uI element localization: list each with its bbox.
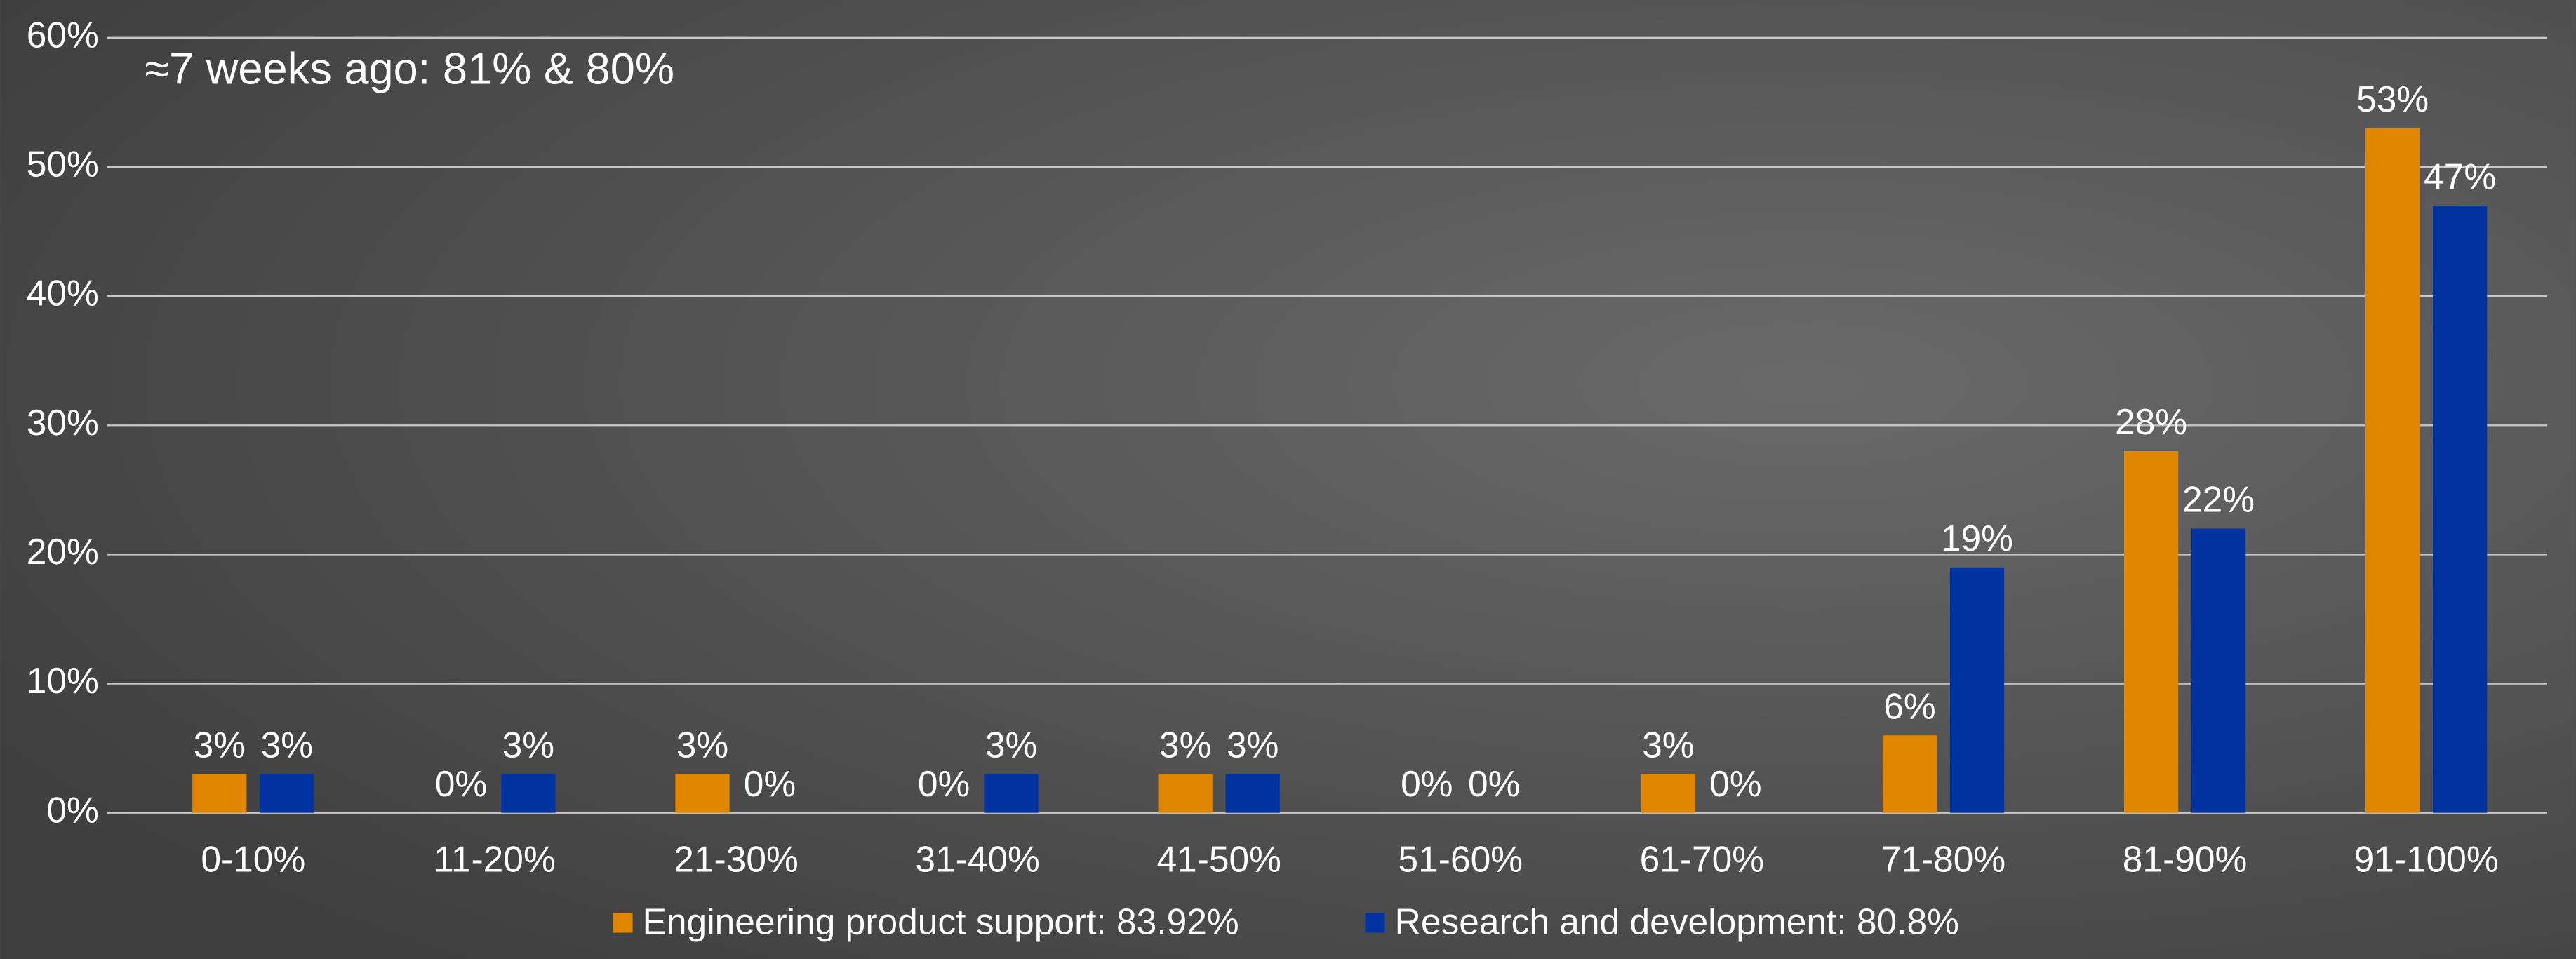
y-tick-label: 0% <box>46 789 98 830</box>
annotation: ≈7 weeks ago: 81% & 80% <box>145 45 674 94</box>
legend-swatch <box>1365 913 1385 933</box>
value-label: 3% <box>985 725 1037 765</box>
legend-label: Engineering product support: 83.92% <box>643 901 1239 941</box>
value-label: 19% <box>1941 518 2013 558</box>
bar <box>2123 451 2179 813</box>
bar <box>1158 774 1213 813</box>
value-label: 22% <box>2182 479 2255 520</box>
bar <box>2365 128 2420 813</box>
value-label: 47% <box>2424 156 2496 196</box>
bar <box>192 774 247 813</box>
x-tick-label: 41-50% <box>1156 839 1281 880</box>
y-tick-label: 60% <box>27 14 99 55</box>
x-tick-label: 61-70% <box>1640 839 1764 880</box>
bar <box>984 774 1039 813</box>
value-label: 28% <box>2115 401 2187 442</box>
bar <box>1949 567 2005 813</box>
value-label: 3% <box>261 725 313 765</box>
legend-label: Research and development: 80.8% <box>1395 901 1959 941</box>
value-label: 0% <box>1709 763 1761 804</box>
value-label: 0% <box>744 763 796 804</box>
legend-swatch <box>613 913 633 933</box>
value-label: 0% <box>1401 763 1453 804</box>
bar <box>675 774 730 813</box>
value-label: 53% <box>2356 79 2429 119</box>
value-label: 3% <box>1642 725 1694 765</box>
value-label: 0% <box>1468 763 1520 804</box>
x-tick-label: 71-80% <box>1881 839 2006 880</box>
value-label: 3% <box>1159 725 1211 765</box>
bar <box>1641 774 1696 813</box>
bar <box>2191 528 2246 813</box>
bar <box>260 774 314 813</box>
bar <box>1225 774 1280 813</box>
y-tick-label: 20% <box>27 531 99 572</box>
value-label: 3% <box>194 725 246 765</box>
y-tick-label: 40% <box>27 273 99 314</box>
bar <box>501 774 556 813</box>
value-label: 0% <box>435 763 487 804</box>
bar <box>1882 735 1937 813</box>
x-tick-label: 81-90% <box>2123 839 2247 880</box>
value-label: 0% <box>918 763 970 804</box>
x-tick-label: 11-20% <box>434 839 556 880</box>
x-tick-label: 0-10% <box>201 839 305 880</box>
bar <box>2433 206 2488 813</box>
x-tick-label: 21-30% <box>674 839 798 880</box>
value-label: 3% <box>676 725 728 765</box>
value-label: 3% <box>502 725 554 765</box>
value-label: 3% <box>1227 725 1279 765</box>
y-tick-label: 10% <box>27 660 99 701</box>
x-tick-label: 31-40% <box>915 839 1039 880</box>
value-label: 6% <box>1883 685 1935 726</box>
y-tick-label: 30% <box>27 402 99 443</box>
x-tick-label: 91-100% <box>2354 839 2499 880</box>
x-tick-label: 51-60% <box>1399 839 1523 880</box>
y-tick-label: 50% <box>27 144 99 185</box>
